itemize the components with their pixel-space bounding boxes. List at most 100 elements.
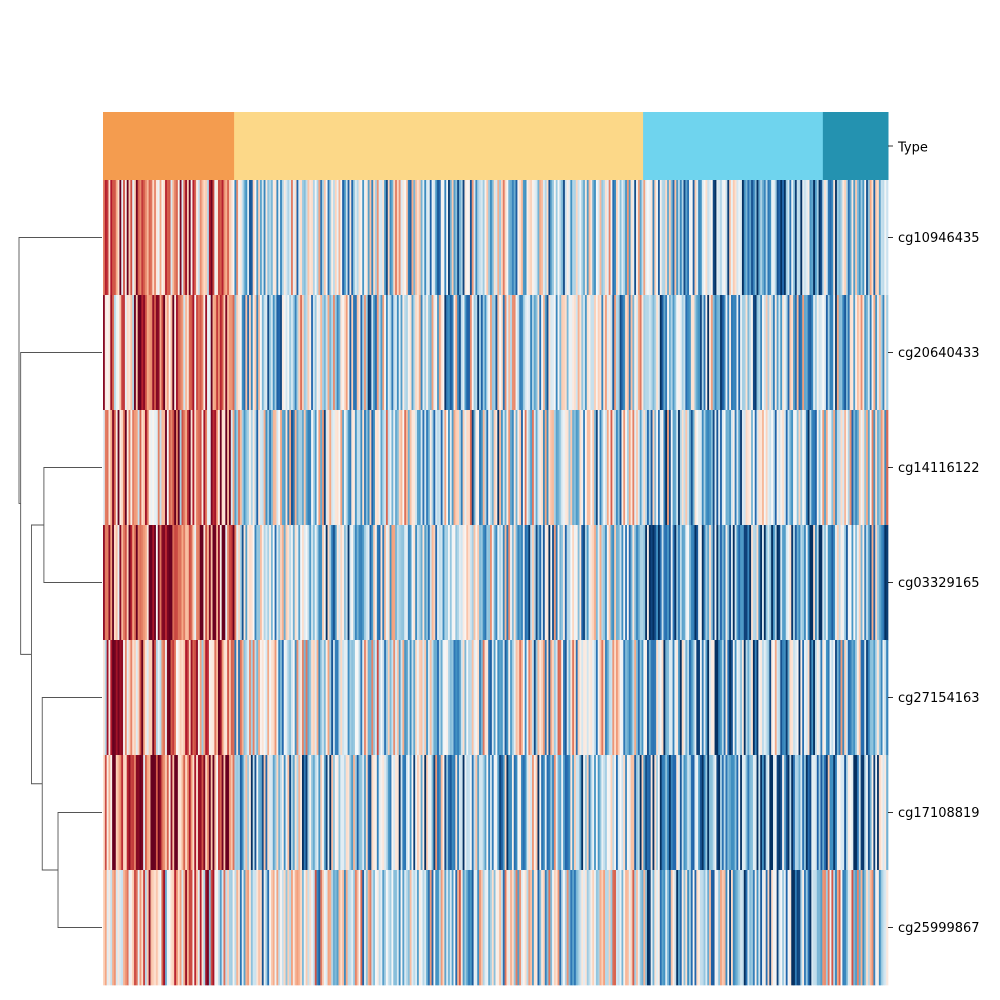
heatmap-cell [619,870,622,986]
heatmap-cell [435,410,438,526]
heatmap-cell [415,410,418,526]
heatmap-cell [579,525,582,641]
heatmap-cell [553,525,557,641]
heatmap-cell [300,640,303,756]
heatmap-cell [846,640,849,756]
heatmap-cell [194,295,197,411]
heatmap-cell [594,640,597,756]
heatmap-cell [502,410,505,526]
heatmap-cell [825,870,829,986]
heatmap-cell [130,525,133,641]
heatmap-cell [526,295,529,411]
heatmap-cell [656,870,659,986]
heatmap-cell [389,755,392,871]
heatmap-cell [612,410,615,526]
heatmap-cell [345,870,348,986]
heatmap-cell [258,295,261,411]
heatmap-cell [581,640,584,756]
heatmap-cell [639,755,642,871]
heatmap-cell [462,180,465,296]
heatmap-cell [809,525,812,641]
heatmap-cell [712,295,715,411]
heatmap-cell [511,295,515,411]
heatmap-cell [541,525,544,641]
heatmap-cell [258,870,261,986]
heatmap-cell [274,525,277,641]
heatmap-cell [650,410,653,526]
heatmap-cell [606,295,610,411]
heatmap-cell [176,295,179,411]
heatmap-cell [449,525,453,641]
heatmap-cell [393,755,396,871]
heatmap-cell [752,870,756,986]
heatmap-cell [785,410,788,526]
heatmap-cell [252,180,255,296]
heatmap-cell [597,410,600,526]
heatmap-cell [254,295,257,411]
heatmap-cell [866,755,869,871]
heatmap-cell [710,755,714,871]
heatmap-cell [778,870,781,986]
heatmap-cell [685,525,688,641]
heatmap-cell [829,755,832,871]
heatmap-cell [838,870,841,986]
heatmap-cell [333,525,336,641]
heatmap-cell [482,755,485,871]
heatmap-cell [146,640,149,756]
heatmap-cell [787,180,790,296]
heatmap-cell [528,410,531,526]
heatmap-cell [391,180,394,296]
heatmap-cell [579,640,582,756]
heatmap-cell [137,410,140,526]
heatmap-cell [223,640,226,756]
heatmap-cell [880,755,883,871]
heatmap-cell [751,640,754,756]
heatmap-cell [396,180,400,296]
heatmap-cell [513,755,516,871]
heatmap-cell [236,295,239,411]
heatmap-cell [880,640,883,756]
heatmap-cell [196,410,199,526]
heatmap-cell [429,410,432,526]
heatmap-cell [645,410,648,526]
heatmap-cell [736,640,739,756]
heatmap-cell [699,525,703,641]
heatmap-cell [610,525,613,641]
heatmap-cell [871,410,874,526]
heatmap-cell [818,295,821,411]
heatmap-cell [165,410,168,526]
heatmap-cell [718,410,721,526]
heatmap-cell [548,525,551,641]
heatmap-cell [438,870,442,986]
heatmap-cell [194,180,197,296]
heatmap-cell [291,295,294,411]
heatmap-cell [864,640,867,756]
heatmap-cell [718,755,721,871]
heatmap-cell [548,295,551,411]
heatmap-cell [126,755,129,871]
heatmap-cell [469,295,473,411]
heatmap-cell [701,640,704,756]
heatmap-cell [333,640,336,756]
heatmap-cell [254,410,257,526]
heatmap-cell [577,525,580,641]
heatmap-cell [626,640,630,756]
heatmap-cell [227,295,230,411]
heatmap-cell [827,180,830,296]
heatmap-cell [442,755,445,871]
heatmap-cell [601,410,604,526]
heatmap-cell [417,870,420,986]
heatmap-cell [287,525,290,641]
heatmap-cell [121,525,124,641]
heatmap-cell [426,180,429,296]
heatmap-cell [542,180,546,296]
heatmap-cell [358,525,361,641]
heatmap-cell [648,295,652,411]
heatmap-cell [500,295,504,411]
heatmap-cell [298,295,301,411]
heatmap-cell [546,640,549,756]
heatmap-cell [718,870,721,986]
heatmap-cell [291,180,294,296]
heatmap-cell [234,870,237,986]
heatmap-cell [605,870,608,986]
